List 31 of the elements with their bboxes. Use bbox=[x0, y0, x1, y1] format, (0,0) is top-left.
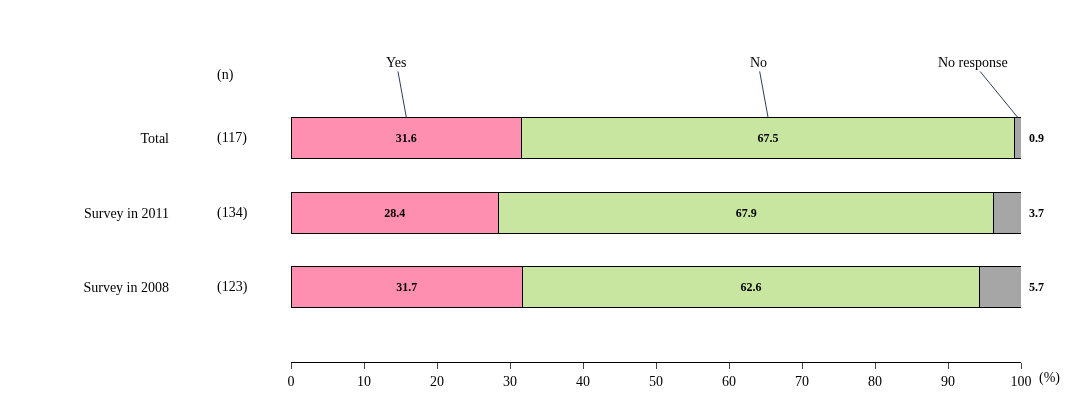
text: Yes bbox=[386, 55, 407, 70]
x-tick-label: 30 bbox=[503, 373, 517, 389]
data-label: 5.7 bbox=[1029, 280, 1044, 294]
x-axis-title: (%) bbox=[1039, 370, 1061, 386]
x-tick-label: 100 bbox=[1010, 373, 1032, 389]
data-label: 31.6 bbox=[395, 131, 417, 146]
x-tick-label: 40 bbox=[576, 373, 590, 389]
y-tick-label: Survey in 2011 bbox=[83, 205, 169, 221]
x-tick-label: 0 bbox=[287, 373, 295, 389]
text: (n) bbox=[217, 67, 234, 83]
text: No bbox=[750, 55, 768, 70]
x-tick-label: 20 bbox=[430, 373, 444, 389]
data-label: 0.9 bbox=[1029, 131, 1044, 145]
y-tick-label: Total bbox=[140, 131, 170, 147]
data-label: 3.7 bbox=[1029, 206, 1044, 220]
data-label: 28.4 bbox=[384, 205, 406, 220]
data-label: 31.7 bbox=[396, 280, 418, 295]
x-tick-label: 60 bbox=[722, 373, 736, 389]
x-tick-label: 70 bbox=[795, 373, 809, 389]
x-tick-label: 10 bbox=[357, 373, 371, 389]
text: (134) bbox=[217, 205, 248, 221]
x-tick-label: 90 bbox=[941, 373, 955, 389]
data-label: 67.5 bbox=[757, 131, 779, 146]
text: No response bbox=[938, 55, 1008, 70]
y-tick-label: Survey in 2008 bbox=[83, 280, 169, 296]
x-tick-label: 80 bbox=[868, 373, 882, 389]
text: (117) bbox=[217, 130, 248, 146]
x-tick-label: 50 bbox=[649, 373, 663, 389]
data-label: 67.9 bbox=[735, 205, 757, 220]
text: (123) bbox=[217, 279, 248, 295]
data-label: 62.6 bbox=[740, 280, 762, 295]
